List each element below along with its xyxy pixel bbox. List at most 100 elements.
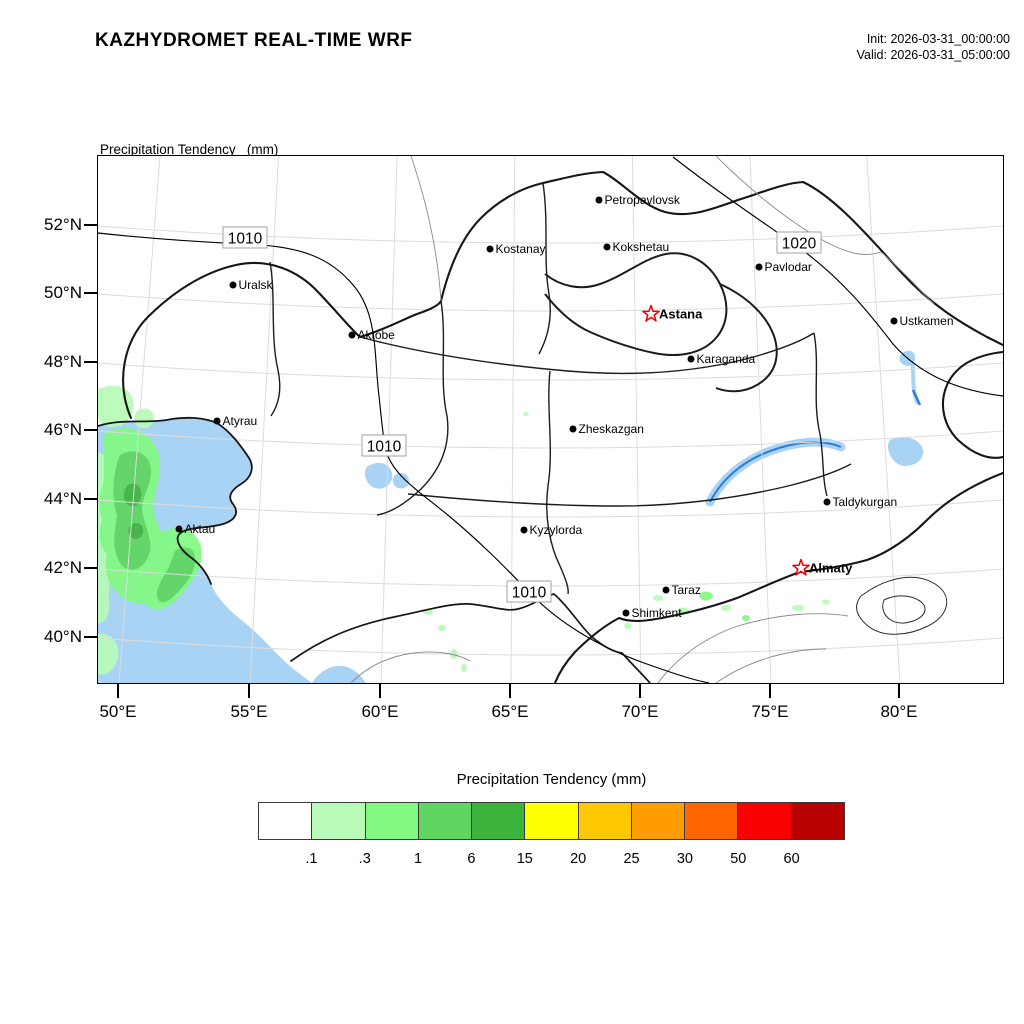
city-label: Zheskazgan xyxy=(579,422,644,436)
lat-axis-label: 44°N xyxy=(44,489,82,508)
lat-axis-label: 46°N xyxy=(44,420,82,439)
city-label: Atyrau xyxy=(223,414,258,428)
legend-threshold-label: 60 xyxy=(783,851,800,867)
lon-axis-label: 80°E xyxy=(880,702,918,721)
field-label-precip: Precipitation Tendency (mm) xyxy=(100,142,279,157)
legend-threshold-label: 20 xyxy=(570,851,587,867)
pressure-labels: 1010 1020 1010 1010 xyxy=(222,226,822,603)
lon-tick xyxy=(639,683,641,698)
oblast-borders xyxy=(269,182,852,595)
river-segment xyxy=(911,389,922,406)
city-dot-icon xyxy=(622,609,630,617)
legend-color-box xyxy=(577,802,632,840)
city-label: Petropavlovsk xyxy=(605,193,681,207)
pressure-label-box xyxy=(361,434,407,457)
meridian-line xyxy=(749,156,772,683)
city-dot-icon xyxy=(213,417,221,425)
init-time: Init: 2026-03-31_00:00:00 xyxy=(866,32,1010,46)
lat-axis-label: 48°N xyxy=(44,352,82,371)
capital-city-label: Almaty xyxy=(809,561,853,576)
legend-color-box xyxy=(524,802,579,840)
legend-color-box xyxy=(311,802,366,840)
legend-threshold-label: .3 xyxy=(358,851,371,867)
lon-tick xyxy=(898,683,900,698)
city-dot-icon xyxy=(595,196,603,204)
parallel-line xyxy=(98,362,1003,381)
lon-axis-label: 65°E xyxy=(491,702,529,721)
pressure-label-box xyxy=(776,231,822,254)
legend-color-box xyxy=(790,802,845,840)
run-time-info: Init: 2026-03-31_00:00:00 Valid: 2026-03… xyxy=(857,31,1010,63)
lat-axis-label: 50°N xyxy=(44,283,82,302)
capital-star-icon xyxy=(792,558,810,576)
city-label: Ustkamen xyxy=(900,314,954,328)
legend-color-box xyxy=(630,802,686,840)
parallel-line xyxy=(98,637,1003,656)
city-label: Aktau xyxy=(185,522,216,536)
city-dot-icon xyxy=(890,317,898,325)
legend-color-box xyxy=(471,802,526,840)
city-label: Kokshetau xyxy=(613,240,670,254)
lat-axis-label: 40°N xyxy=(44,627,82,646)
lat-axis-label: 42°N xyxy=(44,558,82,577)
city-dot-icon xyxy=(486,245,494,253)
legend-title: Precipitation Tendency (mm) xyxy=(456,771,647,788)
city-dot-icon xyxy=(687,355,695,363)
legend-threshold-label: 25 xyxy=(623,851,640,867)
lon-axis-label: 75°E xyxy=(751,702,789,721)
lat-tick xyxy=(84,567,97,569)
lon-axis-label: 70°E xyxy=(621,702,659,721)
legend-threshold-label: 50 xyxy=(730,851,747,867)
valid-time: Valid: 2026-03-31_05:00:00 xyxy=(856,48,1010,62)
legend-threshold-label: 30 xyxy=(676,851,693,867)
meridian-line xyxy=(510,156,516,683)
legend-color-box xyxy=(364,802,419,840)
page-title: KAZHYDROMET REAL-TIME WRF xyxy=(95,30,413,51)
meridian-line xyxy=(631,156,642,683)
terrain-contours xyxy=(856,576,948,635)
lon-tick xyxy=(769,683,771,698)
lake-balkhash-shore xyxy=(709,441,842,503)
lat-axis-label: 52°N xyxy=(44,215,82,234)
pressure-label-text: 1010 xyxy=(512,585,547,602)
parallel-line xyxy=(98,499,1003,518)
legend-threshold-label: .1 xyxy=(305,851,318,867)
city-markers: Petropavlovsk Kostanay Kokshetau Pavlodar Ur… xyxy=(175,193,954,620)
lat-tick xyxy=(84,292,97,294)
legend-threshold-label: 15 xyxy=(516,851,533,867)
city-dot-icon xyxy=(823,498,831,506)
pressure-label-text: 1010 xyxy=(228,231,263,248)
lat-tick xyxy=(84,429,97,431)
legend-color-box xyxy=(684,802,739,840)
city-label: Pavlodar xyxy=(765,260,812,274)
precipitation-shading xyxy=(98,385,830,675)
lon-tick xyxy=(117,683,119,698)
meridian-line xyxy=(118,156,161,683)
pressure-label-text: 1010 xyxy=(367,439,402,456)
city-dot-icon xyxy=(175,525,183,533)
city-label: Aktobe xyxy=(358,328,396,342)
lon-tick xyxy=(248,683,250,698)
lon-tick xyxy=(509,683,511,698)
city-label: Kostanay xyxy=(496,242,546,256)
capital-city-label: Astana xyxy=(659,307,703,322)
city-label: Shimkent xyxy=(632,606,683,620)
city-dot-icon xyxy=(603,243,611,251)
pressure-label-box xyxy=(506,580,552,603)
lat-tick xyxy=(84,224,97,226)
city-dot-icon xyxy=(755,263,763,271)
legend-color-box xyxy=(417,802,473,840)
city-dot-icon xyxy=(348,331,356,339)
map-frame: 1010 1020 1010 1010 Petropavlovsk Kostanay Ko… xyxy=(97,155,1004,684)
legend-threshold-label: 6 xyxy=(467,851,476,867)
lon-axis-label: 50°E xyxy=(99,702,137,721)
lon-tick xyxy=(379,683,381,698)
meridian-line xyxy=(249,156,279,683)
city-dot-icon xyxy=(229,281,237,289)
city-label: Uralsk xyxy=(239,278,274,292)
neighbor-borders xyxy=(350,156,935,683)
city-dot-icon xyxy=(569,425,577,433)
pressure-label-text: 1020 xyxy=(782,236,817,253)
city-dot-icon xyxy=(520,526,528,534)
lat-tick xyxy=(84,636,97,638)
